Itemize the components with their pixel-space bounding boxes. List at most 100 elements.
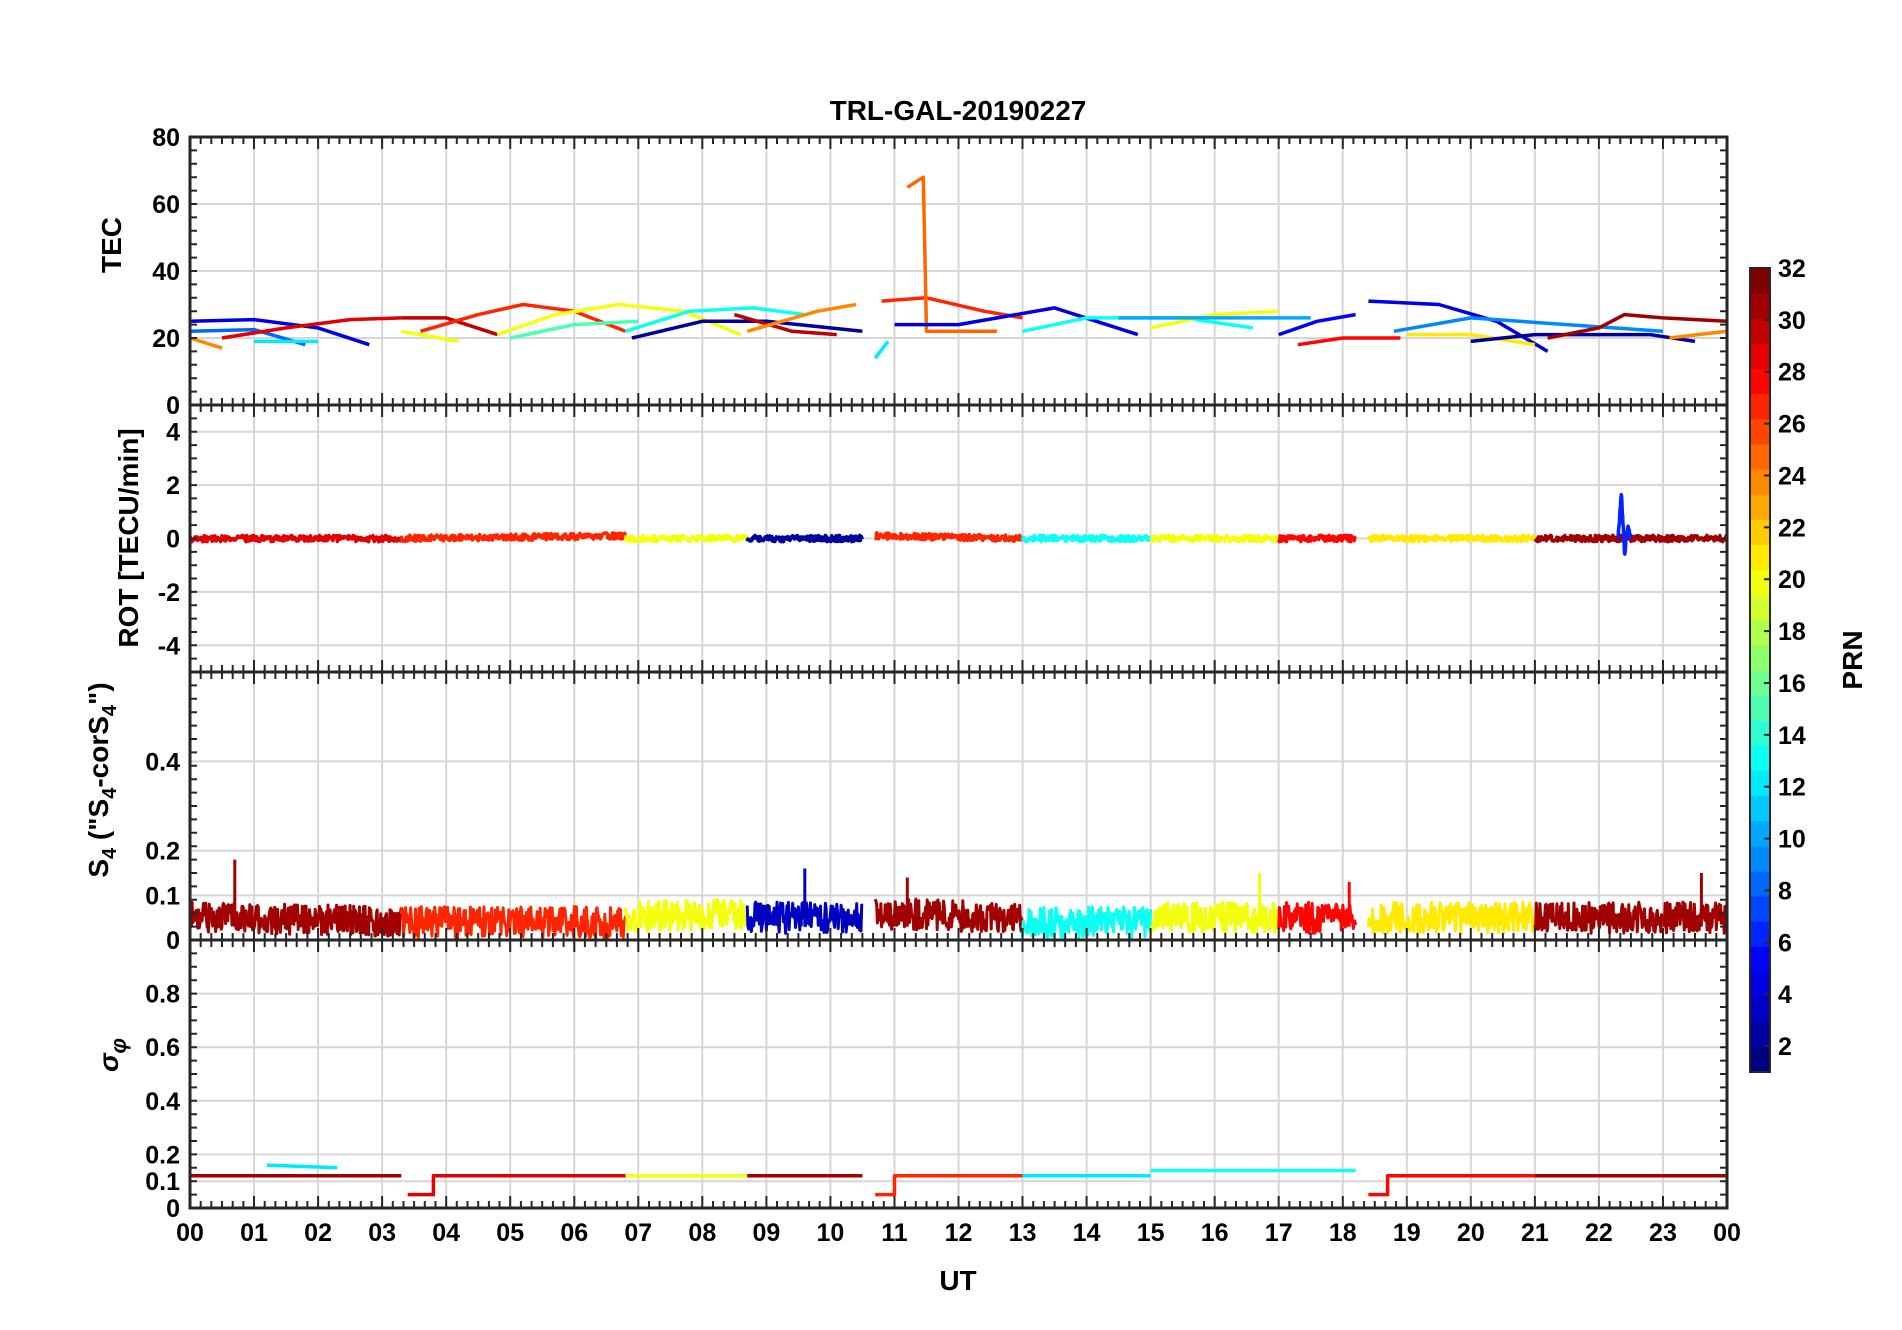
xtick-label: 04 [432,1219,460,1247]
xtick-label: 00 [176,1219,204,1247]
sigma-series-prn-29 [407,1174,626,1197]
colorbar-tick-label: 20 [1778,566,1806,594]
tec-series-prn-27 [420,302,627,333]
sigma-series-group [190,1163,1727,1197]
s4-series-prn-20 [624,897,749,934]
s4-series-prn-28 [1277,881,1358,935]
sigma-ytick-label: 0.4 [145,1088,180,1116]
xtick-label: 15 [1137,1219,1165,1247]
rot-series-prn-29 [188,533,404,544]
tec-tick-marks [189,136,1728,406]
tec-series-group [189,175,1728,360]
xtick-label: 01 [240,1219,268,1247]
rot-series-prn-28 [1277,533,1357,544]
colorbar-frame [1749,267,1771,1073]
tec-series-prn-30 [733,312,837,337]
tec-series-prn-29 [221,316,402,340]
s4-series-prn-20 [1149,873,1280,935]
tec-ytick-label: 20 [152,325,180,353]
colorbar-segment [1750,896,1770,922]
s4-series-group [188,859,1729,940]
colorbar-tick-label: 16 [1778,670,1806,698]
tec-series-prn-2 [1470,332,1696,344]
panel-sigma: 00.10.2 0.4 0.6 0.8 [145,938,1729,1223]
tec-series-prn-12 [873,340,890,360]
tec-ytick-label: 80 [152,124,180,152]
rot-series-prn-27 [874,531,1024,544]
tec-series-prn-31 [1547,312,1728,340]
rot-ytick-label: -2 [158,579,180,607]
rot-series-prn-20 [623,533,749,544]
sigma-series-prn-28 [1368,1174,1535,1197]
rot-series-group [188,492,1729,556]
sigma-ylabel-sub: φ [106,1038,131,1053]
colorbar-segment [1750,293,1770,319]
s4-tick-marks [189,671,1728,941]
colorbar-tick-label: 18 [1778,618,1806,646]
tec-series-prn-13 [624,306,806,333]
sigma-ytick-label: 0.8 [145,981,180,1009]
colorbar-segment [1750,268,1770,294]
rot-ytick-label: 4 [166,419,180,447]
sigma-ticks [189,939,1728,1209]
panel-tec: 0 20 40 60 80 [152,124,1729,420]
xtick-label: 19 [1393,1219,1421,1247]
xtick-label: 20 [1457,1219,1485,1247]
colorbar-segment [1750,695,1770,721]
xtick-label: 00 [1713,1219,1741,1247]
xtick-label: 22 [1585,1219,1613,1247]
colorbar-tick-label: 26 [1778,411,1806,439]
tec-ytick-label: 60 [152,191,180,219]
colorbar-tick-label: 32 [1778,255,1806,283]
colorbar-tick-label: 10 [1778,826,1806,854]
s4-series-prn-31 [188,859,403,938]
xtick-label: 12 [945,1219,973,1247]
tec-series-prn-4 [894,306,1139,337]
tec-ytick-label: 0 [166,392,180,420]
xtick-label: 23 [1649,1219,1677,1247]
rot-series-prn-6 [1616,492,1633,556]
s4-series-prn-31 [1533,873,1729,935]
tec-series-prn-2 [631,319,863,340]
sigma-ylabel: σφ [93,1038,131,1072]
chart-title: TRL-GAL-20190227 [830,95,1087,126]
x-axis-label: UT [939,1265,976,1296]
colorbar-segment [1750,1021,1770,1048]
xtick-label: 02 [304,1219,332,1247]
s4-ylabel: S4 ("S4-corS4") [83,682,121,877]
rot-ticks [189,404,1728,673]
colorbar-segment [1750,494,1770,520]
tec-series-prn-25 [906,175,997,334]
tec-series-prn-28 [1297,336,1401,347]
colorbar-segment [1750,418,1770,445]
colorbar-segment [1750,770,1770,797]
colorbar-tick-label: 4 [1778,981,1792,1009]
panel-s4: 0 0.1 0.2 0.4 [145,670,1729,955]
colorbar-tick-label: 30 [1778,307,1806,335]
xtick-label: 03 [368,1219,396,1247]
colorbar-segment [1750,318,1770,344]
colorbar-tick-label: 28 [1778,359,1806,387]
panels: 020406080-4-202400.10.20.400.10.20.40.60… [145,124,1741,1247]
s4-series-prn-27 [399,905,627,940]
xtick-label: 06 [560,1219,588,1247]
colorbar-segment [1750,1046,1770,1073]
panel-rot: -4 -2 0 2 4 [158,403,1729,674]
colorbar-segment [1750,644,1770,671]
colorbar-segment [1750,619,1770,646]
s4-ytick-label: 0.4 [145,748,180,776]
sigma-ylabel-main: σ [93,1052,124,1072]
s4-series-prn-13 [1021,905,1153,940]
rot-series-prn-21 [1366,533,1537,544]
rot-tick-marks [189,404,1728,673]
xtick-label: 17 [1265,1219,1293,1247]
colorbar-segment [1750,946,1770,973]
colorbar-segment [1750,393,1770,420]
s4-ylabel-rest-1: ("S [83,799,114,848]
colorbar-segment [1750,544,1770,571]
rot-series-prn-2 [745,533,865,544]
rot-series-prn-27 [399,531,628,544]
colorbar-segment [1750,469,1770,495]
xtick-label: 09 [752,1219,780,1247]
